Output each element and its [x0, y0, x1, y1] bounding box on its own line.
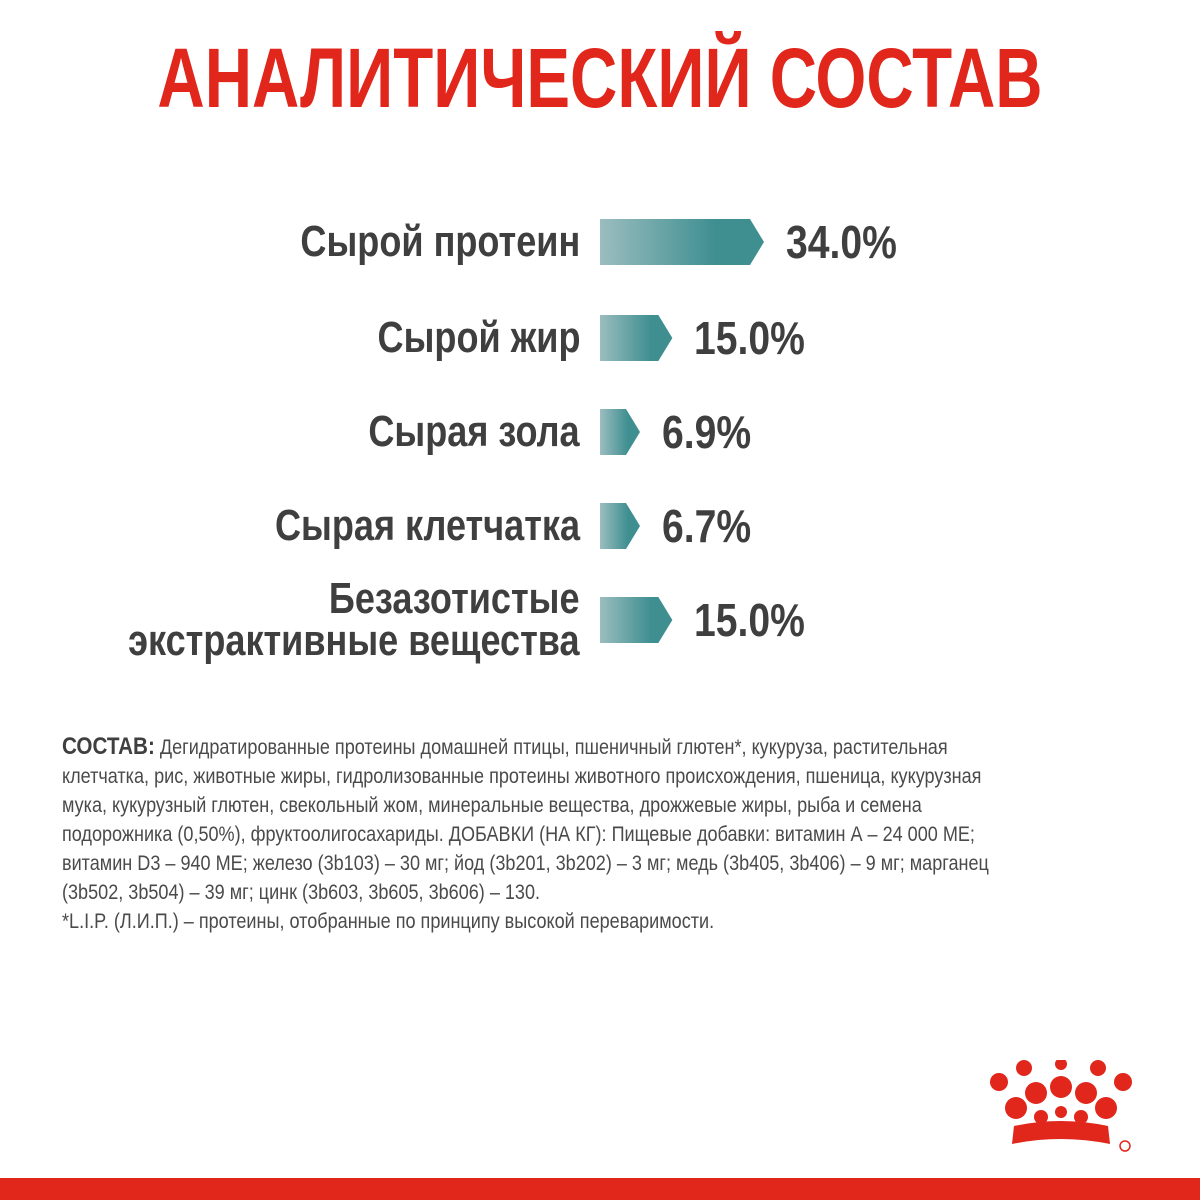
crown-icon — [990, 1060, 1132, 1152]
page-title: АНАЛИТИЧЕСКИЙ СОСТАВ — [157, 31, 1043, 125]
category-label-5: Безазотистые экстрактивные вещества — [128, 574, 580, 665]
bar-4 — [600, 503, 640, 549]
bar-3 — [600, 409, 640, 455]
value-label-4: 6.7% — [662, 500, 752, 552]
composition-body: Дегидратированные протеины домашней птиц… — [62, 736, 989, 904]
category-label-line: Сырая клетчатка — [274, 501, 580, 550]
category-label-3: Сырая зола — [368, 407, 580, 456]
composition-text: СОСТАВ: Дегидратированные протеины домаш… — [62, 732, 991, 936]
category-label-1: Сырой протеин — [300, 217, 580, 266]
value-label-1: 34.0% — [786, 216, 897, 268]
composition-footnote: *L.I.P. (Л.И.П.) – протеины, отобранные … — [62, 910, 715, 933]
category-label-4: Сырая клетчатка — [274, 501, 580, 550]
category-label-2: Сырой жир — [377, 313, 580, 362]
category-label-line: Сырой жир — [377, 313, 580, 362]
brand-stripe — [0, 1178, 1200, 1200]
category-label-line: Безазотистые — [329, 574, 580, 623]
category-label-line: Сырой протеин — [300, 217, 580, 266]
bars-layer — [600, 219, 764, 643]
value-label-2: 15.0% — [694, 312, 806, 364]
composition-lead: СОСТАВ: — [62, 733, 155, 760]
category-label-line: экстрактивные вещества — [128, 616, 580, 665]
bar-1 — [600, 219, 764, 265]
bar-2 — [600, 315, 673, 361]
value-label-3: 6.9% — [662, 406, 752, 458]
category-label-line: Сырая зола — [368, 407, 580, 456]
bar-5 — [600, 597, 673, 643]
analytic-composition-chart: 34.0% Сырой протеин 15.0% Сырой жир 6.9% Сыра… — [128, 216, 897, 665]
value-label-5: 15.0% — [694, 594, 806, 646]
